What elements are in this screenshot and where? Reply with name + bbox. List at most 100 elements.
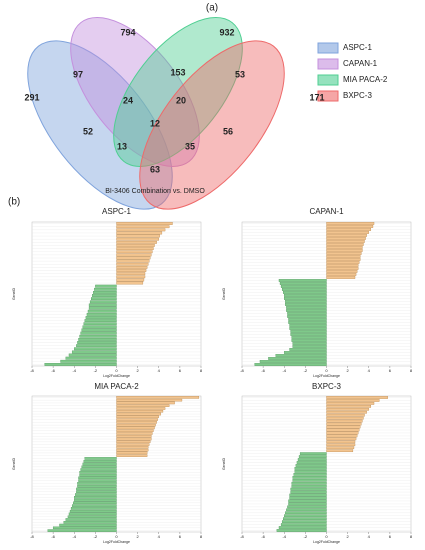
bar bbox=[326, 437, 357, 441]
bar bbox=[80, 331, 117, 335]
y-axis-label: GeneID bbox=[12, 287, 16, 300]
bar bbox=[77, 482, 117, 485]
bar bbox=[78, 337, 117, 341]
bar bbox=[268, 357, 327, 360]
bar bbox=[63, 521, 117, 524]
bar bbox=[116, 237, 159, 241]
bar bbox=[116, 451, 148, 455]
bar bbox=[116, 244, 155, 247]
bar bbox=[276, 529, 327, 532]
bar bbox=[116, 247, 154, 251]
bar bbox=[283, 517, 327, 521]
bar bbox=[326, 440, 356, 444]
x-tick-label: -4 bbox=[282, 368, 286, 373]
bar bbox=[292, 345, 327, 348]
bar bbox=[52, 526, 117, 530]
bar bbox=[326, 449, 354, 453]
bar bbox=[94, 287, 117, 291]
x-tick-label: -2 bbox=[94, 534, 98, 539]
x-tick-label: 6 bbox=[389, 534, 392, 539]
x-tick-label: -4 bbox=[72, 368, 76, 373]
x-tick-label: -2 bbox=[304, 368, 308, 373]
bar bbox=[116, 250, 153, 254]
bar bbox=[326, 270, 358, 273]
legend-swatch bbox=[317, 42, 339, 54]
legend-label: MIA PACA-2 bbox=[343, 75, 388, 84]
bar bbox=[116, 398, 183, 402]
venn-caption: BI-3406 Combination vs. DMSO bbox=[105, 188, 205, 195]
bar bbox=[259, 360, 327, 363]
bar bbox=[289, 348, 327, 351]
bar bbox=[116, 454, 148, 457]
x-tick-label: 8 bbox=[200, 534, 203, 539]
bar bbox=[278, 526, 327, 529]
region-count: 24 bbox=[123, 95, 133, 105]
bar bbox=[283, 291, 327, 294]
bar bbox=[326, 249, 363, 252]
bar bbox=[74, 347, 117, 351]
x-tick-label: 0 bbox=[325, 368, 328, 373]
bar bbox=[70, 507, 117, 510]
bar bbox=[326, 405, 372, 408]
bar bbox=[79, 471, 117, 474]
bar bbox=[290, 490, 327, 494]
bar bbox=[291, 484, 327, 488]
bar bbox=[326, 425, 361, 429]
chart-title: ASPC-1 bbox=[102, 207, 131, 216]
bar bbox=[284, 514, 327, 518]
bar bbox=[254, 363, 327, 366]
bar bbox=[77, 484, 117, 488]
x-tick-label: 2 bbox=[137, 368, 140, 373]
region-count: 12 bbox=[150, 118, 160, 128]
bar bbox=[116, 234, 160, 238]
x-tick-label: -6 bbox=[261, 534, 265, 539]
bar bbox=[326, 396, 388, 399]
x-tick-label: 8 bbox=[410, 368, 413, 373]
chart-title: BXPC-3 bbox=[312, 382, 341, 391]
bar bbox=[77, 341, 117, 344]
bar bbox=[116, 423, 156, 427]
bar bbox=[116, 407, 166, 410]
bar bbox=[326, 264, 359, 267]
x-tick-label: 4 bbox=[368, 534, 371, 539]
bar bbox=[281, 520, 327, 523]
bar bbox=[85, 316, 117, 319]
y-axis-label: GeneID bbox=[12, 457, 16, 470]
bar bbox=[284, 294, 327, 297]
bar bbox=[116, 222, 173, 225]
bar bbox=[116, 396, 200, 399]
bar bbox=[116, 275, 146, 279]
bar bbox=[287, 315, 327, 318]
bar bbox=[295, 464, 327, 467]
bar bbox=[80, 468, 117, 471]
x-tick-label: 4 bbox=[368, 368, 371, 373]
legend-label: BXPC-3 bbox=[343, 91, 372, 100]
bar bbox=[298, 455, 327, 458]
bar bbox=[291, 336, 327, 339]
bar bbox=[326, 222, 375, 225]
x-tick-label: 0 bbox=[115, 368, 118, 373]
bar bbox=[88, 303, 117, 307]
legend-label: CAPAN-1 bbox=[343, 59, 378, 68]
bar bbox=[84, 457, 117, 460]
legend-swatch bbox=[317, 58, 339, 70]
bar bbox=[289, 327, 327, 330]
region-count: 932 bbox=[219, 27, 234, 37]
bar bbox=[326, 261, 360, 264]
bar bbox=[44, 363, 117, 366]
bar bbox=[83, 459, 117, 463]
bar bbox=[288, 318, 327, 321]
bar bbox=[116, 269, 147, 272]
x-tick-label: 2 bbox=[347, 368, 350, 373]
bar bbox=[116, 434, 152, 438]
bar bbox=[116, 253, 152, 257]
venn-set bbox=[139, 40, 285, 210]
bar bbox=[326, 255, 361, 258]
bar bbox=[78, 476, 117, 480]
bar bbox=[116, 256, 151, 260]
bar bbox=[326, 416, 364, 420]
bar bbox=[68, 353, 117, 357]
bar bbox=[116, 412, 162, 416]
bar bbox=[116, 446, 149, 449]
panel-label: (a) bbox=[206, 3, 218, 14]
